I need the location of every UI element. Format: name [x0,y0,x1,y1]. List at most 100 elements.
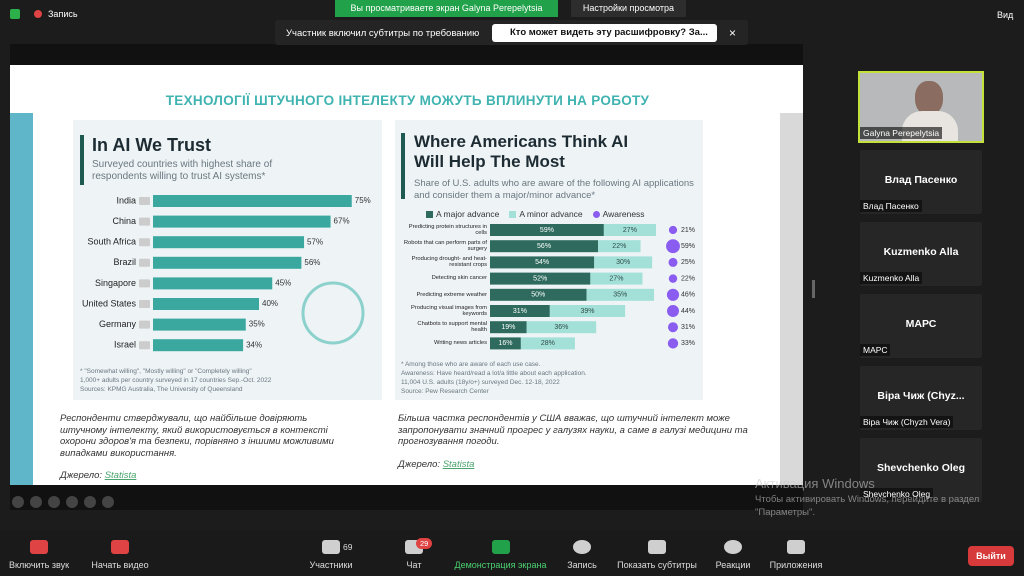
viewing-banner: Вы просматриваете экран Galyna Perepelyt… [335,0,558,17]
apps-button[interactable]: Приложения [751,540,841,570]
value-label: 33% [681,340,695,347]
value-label: 22% [612,243,626,250]
value-label: 39% [580,308,594,315]
legend-swatch [426,210,433,218]
label: Демонстрация экрана [454,560,547,570]
chart-title: In AI We Trust [92,135,212,155]
value-label: 21% [681,227,695,234]
participants-button[interactable]: Участники [286,540,376,570]
participant-name: Влад Пасенко [884,174,958,186]
control[interactable] [84,496,96,508]
footnote: 1,000+ adults per country surveyed in 17… [80,377,272,384]
bar-segment [490,272,591,285]
view-settings[interactable]: Настройки просмотра [571,0,686,17]
bar [153,215,331,228]
control[interactable] [102,496,114,508]
record-button[interactable]: Запись [537,540,627,570]
control[interactable] [12,496,24,508]
value-label: 67% [334,217,350,226]
control[interactable] [48,496,60,508]
awareness-dot [666,288,680,301]
close-button[interactable]: × [729,26,737,40]
category-label: Predicting protein structures in cells [408,223,487,237]
chat-button[interactable]: Чат [369,540,459,570]
brain-icon [301,281,365,345]
mute-button[interactable]: Включить звук [0,540,84,570]
participant-name: Shevchenko Oleg [876,462,966,474]
value-label: 22% [681,275,695,282]
watermark-text: Чтобы активировать Windows, перейдите в … [755,494,980,518]
category-label: Singapore [95,278,136,288]
video-button[interactable]: Начать видео [75,540,165,570]
bar-segment [520,337,575,350]
chart-subtitle: Surveyed countries with highest share of… [92,159,273,182]
bar-segment [490,288,587,301]
bar-segment [490,224,604,236]
captions-button[interactable]: Показать субтитры [607,540,707,570]
self-video: Galyna Perepelytsia [858,71,984,143]
bar [153,298,259,310]
slide-text: Респонденти стверджували, що найбільше д… [60,413,334,459]
category-label: South Africa [87,237,136,247]
category-label: Chatbots to support mental health [417,320,487,334]
chat-badge: 29 [416,538,433,549]
legend-swatch [509,210,517,218]
label: Показать субтитры [617,560,697,570]
label: Запись [567,560,597,570]
caption-button[interactable]: Кто может видеть эту расшифровку? За... [492,24,717,42]
footnotes: * "Somewhat willing", "Mostly willing" o… [80,367,271,394]
person [915,81,943,115]
icon [322,540,340,554]
footnote: * "Somewhat willing", "Mostly willing" o… [80,368,252,375]
bar-segment [603,224,656,236]
view-button[interactable]: Вид [997,10,1014,20]
bar-segment [549,305,626,317]
label: Приложения [769,560,823,570]
legend-swatch [592,210,600,218]
value-label: 44% [681,308,695,315]
source-link[interactable]: Statista [104,470,137,481]
value-label: 45% [275,279,291,288]
value-label: 31% [513,308,527,315]
category-label: United States [82,298,137,308]
bar [153,195,352,207]
category-label: Writing news articles [433,340,487,347]
participant-label: Віра Чиж (Chyzh Vera) [860,416,954,428]
control[interactable] [66,496,78,508]
bar [153,318,246,331]
value-label: 50% [531,292,545,299]
reactions-button[interactable]: Реакции [688,540,778,570]
category-label: Robots that can perform parts of surgery [403,239,487,253]
chart-title: Where Americans Think AI Will Help The M… [414,132,629,171]
value-label: 34% [246,340,262,349]
flag [139,279,150,288]
value-label: 25% [681,259,695,266]
value-label: 75% [355,196,371,205]
participant-tile: МАРС МАРС [860,294,982,358]
participants-count: 69 [343,542,353,552]
bar [153,277,273,290]
awareness-dot [668,274,678,283]
value-label: 57% [307,237,323,246]
value-label: 16% [498,340,512,347]
control[interactable] [30,496,42,508]
participant-tile: Shevchenko Oleg Shevchenko Oleg [860,438,982,502]
bar-segment [490,321,527,334]
icon [648,540,666,554]
bar [153,236,305,249]
category-label: Germany [99,319,137,329]
share-button[interactable]: Демонстрация экрана [448,540,553,570]
accent [80,135,84,185]
legend-label: A major advance [436,209,500,219]
category-label: Predicting extreme weather [416,291,487,298]
participant-name: Kuzmenko Alla [883,246,959,258]
awareness-dot [668,225,678,235]
bar-segment [490,305,550,317]
leave-button[interactable]: Выйти [968,546,1014,566]
value-label: 59% [540,227,554,234]
source-link[interactable]: Statista [442,459,475,470]
icon [491,540,510,554]
bar [153,256,302,269]
legend: A major advance A minor advance Awareness [426,209,645,219]
